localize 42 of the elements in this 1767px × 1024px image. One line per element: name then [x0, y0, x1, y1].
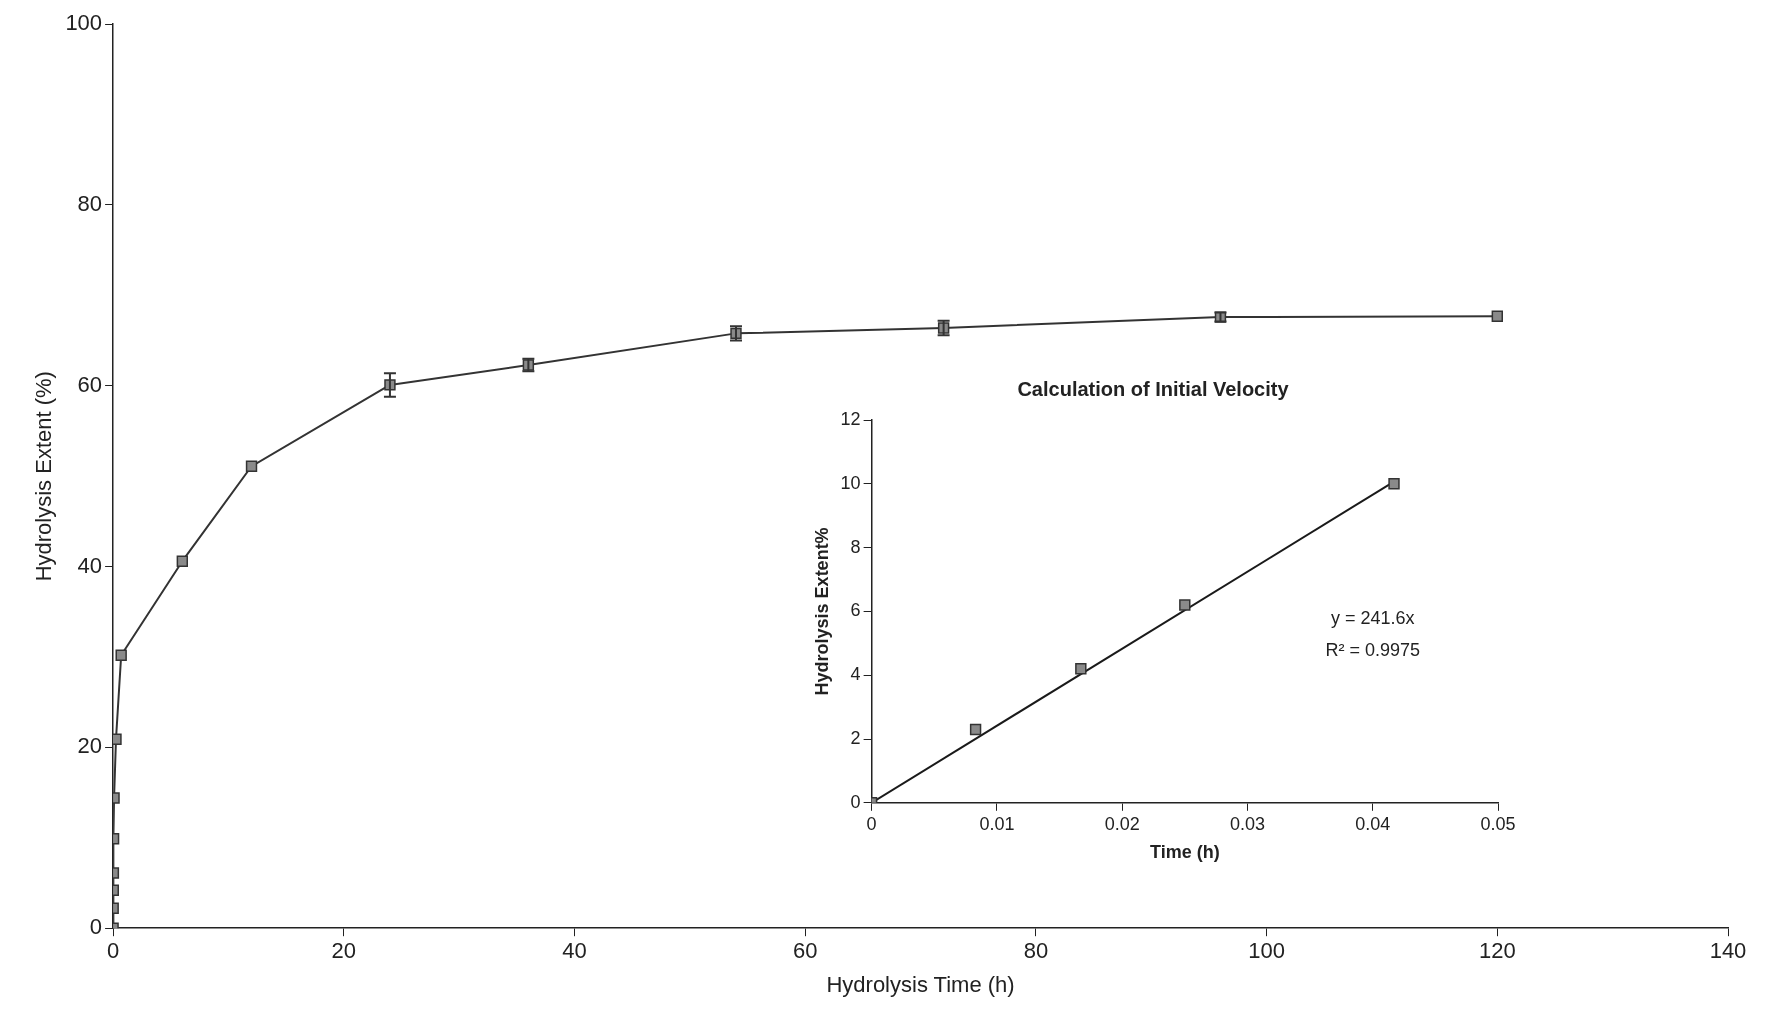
x-tick-label: 0.03 [1229, 813, 1265, 834]
y-tick-label: 10 [840, 472, 861, 493]
y-tick-label: 0 [850, 791, 861, 812]
x-axis-title: Time (h) [1149, 842, 1220, 863]
y-tick-label: 4 [850, 664, 861, 685]
x-tick-label: 80 [1023, 938, 1049, 964]
x-tick-label: 120 [1478, 938, 1516, 964]
y-tick-label: 12 [840, 408, 861, 429]
x-tick-label: 0 [866, 813, 877, 834]
y-axis-title: Hydrolysis Extent (%) [31, 371, 57, 582]
x-tick-label: 0 [106, 938, 120, 964]
x-tick-label: 0.02 [1104, 813, 1140, 834]
point [1388, 478, 1400, 490]
annotation: y = 241.6x [1330, 608, 1415, 629]
point [115, 649, 127, 661]
point [245, 460, 258, 472]
point [1075, 663, 1087, 675]
y-tick-label: 8 [850, 536, 861, 557]
y-tick-label: 100 [65, 10, 103, 36]
x-tick-label: 40 [562, 938, 587, 964]
y-tick-label: 0 [89, 914, 103, 940]
y-tick-label: 60 [77, 371, 103, 397]
x-tick-label: 0.01 [979, 813, 1015, 834]
x-axis-title: Hydrolysis Time (h) [826, 971, 1015, 997]
y-tick-label: 40 [77, 552, 103, 578]
annotation: R² = 0.9975 [1325, 640, 1421, 661]
point [1179, 599, 1191, 611]
x-tick-label: 60 [792, 938, 818, 964]
x-tick-label: 100 [1248, 938, 1285, 964]
y-tick-label: 2 [850, 727, 861, 748]
x-tick-label: 140 [1709, 938, 1747, 964]
point [1491, 310, 1503, 322]
y-tick-label: 6 [850, 600, 861, 621]
point [176, 555, 189, 567]
x-tick-label: 0.05 [1480, 813, 1516, 834]
y-tick-label: 80 [77, 191, 103, 217]
point [969, 723, 982, 736]
x-tick-label: 0.04 [1355, 813, 1391, 834]
y-tick-label: 20 [77, 733, 103, 759]
chart-title: Calculation of Initial Velocity [1017, 377, 1290, 400]
x-tick-label: 20 [331, 938, 357, 964]
y-axis-title: Hydrolysis Extent% [811, 527, 832, 696]
